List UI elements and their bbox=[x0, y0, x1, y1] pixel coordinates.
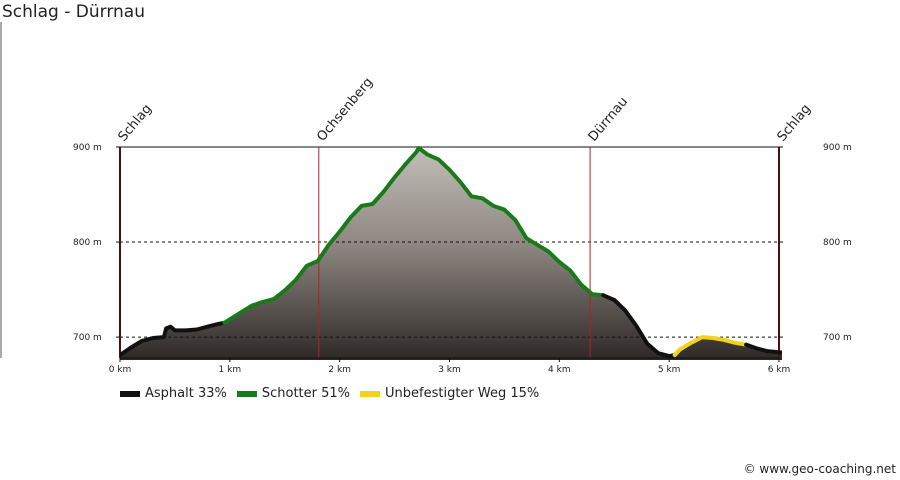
waypoint-label: Schlag bbox=[116, 102, 155, 145]
x-tick-label: 6 km bbox=[768, 365, 791, 375]
y-tick-label-right: 800 m bbox=[823, 238, 852, 248]
waypoint-label: Schlag bbox=[775, 102, 814, 145]
series-line bbox=[744, 342, 782, 355]
x-tick-label: 5 km bbox=[658, 365, 681, 375]
waypoint-label: Dürrnau bbox=[586, 94, 632, 144]
left-border bbox=[0, 22, 2, 358]
y-tick-label-left: 800 m bbox=[73, 238, 102, 248]
series-line-layer bbox=[120, 146, 782, 359]
elevation-profile-chart: Schlag Ochsenberg Dürrnau Schlag 700 m 700 m… bbox=[73, 75, 852, 375]
y-tick-label-right: 700 m bbox=[823, 333, 852, 343]
x-tick-label: 1 km bbox=[219, 365, 242, 375]
series-line bbox=[672, 335, 749, 358]
grid-layer bbox=[120, 146, 779, 338]
legend-swatch-unbefestigter-weg bbox=[360, 390, 381, 397]
legend-item-schotter: Schotter 51% bbox=[236, 386, 351, 401]
x-tick-label: 2 km bbox=[328, 365, 351, 375]
legend-item-asphalt: Asphalt 33% bbox=[120, 386, 227, 401]
y-tick-label-right: 900 m bbox=[823, 143, 852, 153]
y-tick-label-left: 900 m bbox=[73, 143, 102, 153]
terrain-fill-layer bbox=[120, 148, 782, 360]
legend-item-unbefestigter-weg: Unbefestigter Weg 15% bbox=[360, 386, 539, 401]
legend-label-unbefestigter-weg: Unbefestigter Weg 15% bbox=[385, 386, 540, 401]
legend-swatch-asphalt bbox=[120, 390, 140, 397]
axes-layer: 700 m 700 m 800 m 800 m 900 m 900 m 0 km 1 km 2 … bbox=[73, 143, 852, 375]
terrain-area bbox=[120, 148, 782, 360]
x-tick-label: 3 km bbox=[438, 365, 461, 375]
chart-title: Schlag - Dürrnau bbox=[2, 2, 145, 22]
legend-swatch-schotter bbox=[236, 390, 257, 397]
y-tick-label-left: 700 m bbox=[73, 333, 102, 343]
copyright-notice: © www.geo-coaching.net bbox=[743, 462, 896, 476]
series-line bbox=[601, 293, 677, 359]
waypoint-label: Ochsenberg bbox=[314, 75, 376, 145]
series-line bbox=[120, 320, 227, 358]
series-line bbox=[222, 146, 606, 325]
legend-label-schotter: Schotter 51% bbox=[261, 386, 351, 401]
legend-label-asphalt: Asphalt 33% bbox=[145, 386, 227, 401]
legend: Asphalt 33% Schotter 51% Unbefestigter W… bbox=[120, 386, 539, 401]
x-tick-label: 4 km bbox=[548, 365, 571, 375]
x-tick-label: 0 km bbox=[109, 365, 132, 375]
